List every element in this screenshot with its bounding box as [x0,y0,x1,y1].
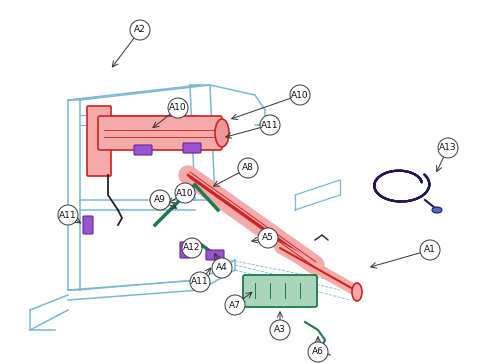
Circle shape [290,85,310,105]
Ellipse shape [432,207,442,213]
Text: A1: A1 [424,245,436,254]
Circle shape [438,138,458,158]
Text: A4: A4 [216,264,228,273]
FancyBboxPatch shape [83,216,93,234]
Circle shape [168,98,188,118]
Circle shape [190,272,210,292]
FancyBboxPatch shape [180,242,190,258]
Circle shape [182,238,202,258]
Text: A11: A11 [261,120,279,130]
Circle shape [150,190,170,210]
Circle shape [270,320,290,340]
Text: A10: A10 [291,91,309,99]
Text: A11: A11 [59,210,77,219]
Text: A9: A9 [154,195,166,205]
Text: A3: A3 [274,325,286,335]
Text: A10: A10 [169,103,187,112]
Circle shape [212,258,232,278]
Ellipse shape [352,283,362,301]
Text: A12: A12 [183,244,201,253]
Circle shape [238,158,258,178]
FancyBboxPatch shape [87,106,111,176]
Text: A6: A6 [312,348,324,356]
Circle shape [58,205,78,225]
Circle shape [225,295,245,315]
Text: A5: A5 [262,233,274,242]
Circle shape [420,240,440,260]
Circle shape [308,342,328,362]
Text: A2: A2 [134,25,146,35]
FancyBboxPatch shape [98,116,222,150]
Circle shape [260,115,280,135]
Circle shape [175,183,195,203]
FancyBboxPatch shape [183,143,201,153]
FancyBboxPatch shape [243,275,317,307]
FancyBboxPatch shape [206,250,224,260]
Text: A13: A13 [439,143,457,153]
Text: A7: A7 [229,301,241,309]
Circle shape [258,228,278,248]
Text: A8: A8 [242,163,254,173]
FancyBboxPatch shape [134,145,152,155]
Circle shape [130,20,150,40]
Text: A10: A10 [176,189,194,198]
Ellipse shape [215,119,229,147]
Text: A11: A11 [191,277,209,286]
